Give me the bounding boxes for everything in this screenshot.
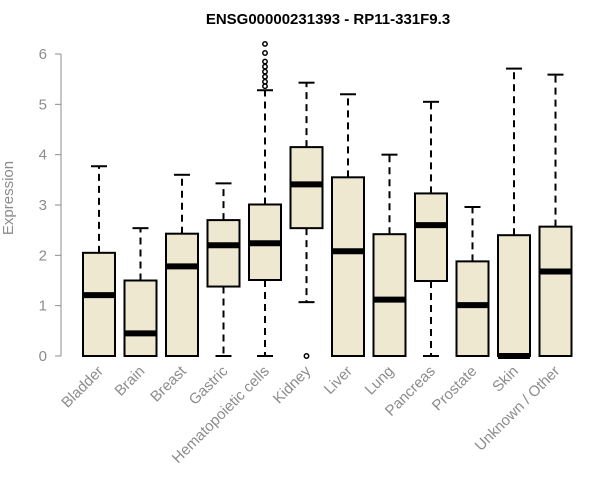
box-iqr [123, 279, 158, 357]
box-group [289, 81, 324, 359]
outlier-point [262, 68, 268, 75]
box-group [331, 93, 365, 357]
box-iqr [289, 146, 324, 230]
y-tick-label: 0 [39, 348, 47, 365]
x-tick-label: Bladder [58, 363, 107, 412]
outlier-point [262, 40, 268, 47]
x-tick-label: Brain [112, 363, 149, 400]
box-group [497, 67, 531, 359]
box-iqr [372, 233, 407, 357]
x-tick-label: Breast [147, 362, 190, 405]
x-tick-label: Lung [362, 363, 398, 399]
box-group [248, 40, 282, 357]
box-group [414, 100, 448, 357]
outlier-point [262, 63, 268, 70]
x-tick-label: Prostate [429, 363, 481, 415]
outlier-point [262, 83, 268, 90]
box-group [455, 206, 490, 357]
box-group [538, 73, 573, 357]
box-group [82, 165, 116, 357]
y-tick-label: 2 [39, 247, 47, 264]
outlier-point [262, 58, 268, 65]
outlier-point [262, 73, 268, 80]
box-iqr [414, 192, 448, 283]
y-axis-label: Expression [0, 161, 17, 235]
x-tick-label: Skin [489, 363, 522, 396]
chart-title: ENSG00000231393 - RP11-331F9.3 [206, 11, 450, 28]
box-iqr [538, 225, 573, 357]
y-tick-label: 1 [39, 298, 47, 315]
box-series [82, 40, 573, 359]
box-iqr [497, 234, 531, 357]
box-iqr [455, 260, 490, 357]
outlier-point [262, 78, 268, 85]
outlier-point [262, 50, 268, 56]
box-group [372, 153, 407, 357]
box-iqr [165, 232, 199, 357]
x-tick-label: Liver [321, 363, 356, 398]
y-axis: 0 1 2 3 4 5 6 [39, 46, 62, 365]
box-group [206, 182, 241, 357]
y-tick-label: 6 [39, 46, 47, 63]
box-iqr [331, 176, 365, 357]
outlier-point [303, 353, 310, 359]
box-iqr [82, 251, 116, 357]
box-iqr [206, 219, 241, 288]
box-group [123, 227, 158, 357]
y-tick-label: 5 [39, 96, 47, 113]
x-tick-label: Kidney [270, 362, 315, 407]
y-tick-label: 4 [39, 147, 47, 164]
y-tick-label: 3 [39, 197, 47, 214]
box-group [165, 173, 199, 357]
